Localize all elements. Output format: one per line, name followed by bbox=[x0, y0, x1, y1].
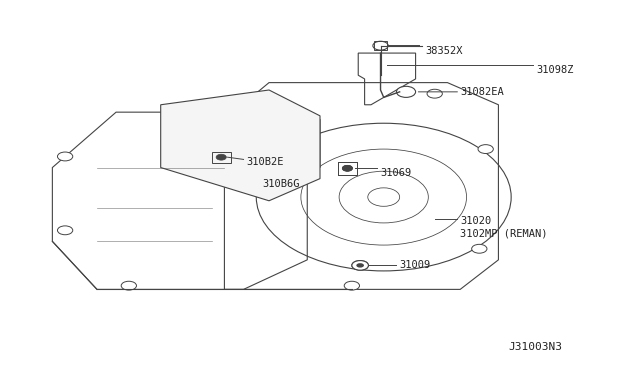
Circle shape bbox=[472, 244, 487, 253]
Circle shape bbox=[352, 260, 369, 270]
Circle shape bbox=[216, 154, 227, 160]
Circle shape bbox=[356, 263, 364, 267]
Text: 31098Z: 31098Z bbox=[537, 65, 574, 75]
Text: 31082EA: 31082EA bbox=[460, 87, 504, 97]
Circle shape bbox=[478, 145, 493, 154]
Text: 31009: 31009 bbox=[399, 260, 431, 270]
Text: 310B6G: 310B6G bbox=[262, 179, 300, 189]
Text: 38352X: 38352X bbox=[425, 46, 463, 56]
Circle shape bbox=[342, 165, 353, 171]
Polygon shape bbox=[161, 90, 320, 201]
Text: 31069: 31069 bbox=[381, 168, 412, 178]
Text: 310B2E: 310B2E bbox=[246, 157, 284, 167]
Circle shape bbox=[58, 226, 73, 235]
Text: 31020: 31020 bbox=[460, 216, 492, 226]
Circle shape bbox=[216, 154, 227, 160]
Circle shape bbox=[344, 281, 360, 290]
Circle shape bbox=[427, 89, 442, 98]
Text: J31003N3: J31003N3 bbox=[508, 342, 562, 352]
Circle shape bbox=[396, 86, 415, 97]
Text: 3102MP (REMAN): 3102MP (REMAN) bbox=[460, 229, 548, 239]
Circle shape bbox=[58, 152, 73, 161]
Circle shape bbox=[352, 260, 369, 270]
Circle shape bbox=[373, 41, 388, 50]
Circle shape bbox=[342, 165, 353, 171]
Circle shape bbox=[121, 281, 136, 290]
Circle shape bbox=[356, 263, 364, 267]
